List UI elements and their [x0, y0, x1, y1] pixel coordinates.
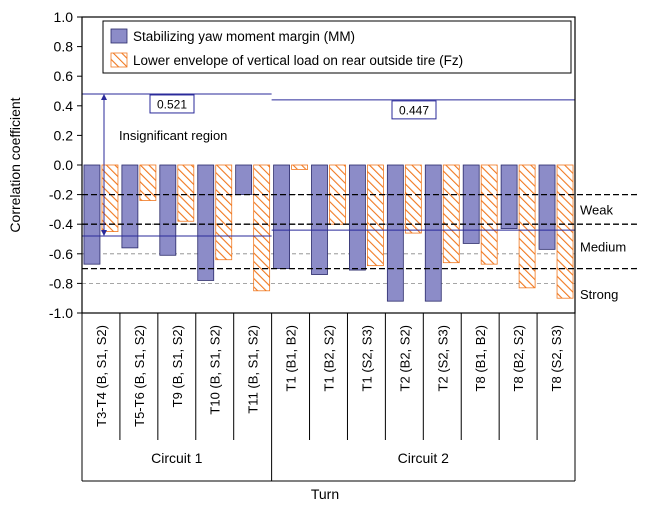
- bar-fz: [442, 164, 460, 264]
- threshold-value-box: [149, 94, 195, 114]
- category-label: T3-T4 (B, S1, S2): [94, 325, 109, 427]
- threshold-value-label: 0.521: [157, 97, 187, 111]
- bar-mm: [121, 164, 139, 249]
- y-tick-label: -0.2: [49, 187, 73, 203]
- legend-swatch: [110, 28, 128, 44]
- medium-label: Medium: [580, 239, 626, 254]
- bars: [83, 164, 574, 302]
- bar-mm: [235, 164, 253, 196]
- legend-label: Lower envelope of vertical load on rear …: [133, 53, 463, 68]
- bar-fz: [480, 164, 498, 265]
- bar-mm: [349, 164, 366, 271]
- category-label: T8 (B1, B2): [473, 325, 488, 391]
- threshold-value-box: [391, 100, 437, 120]
- bar-fz: [177, 164, 195, 222]
- category-label: T11 (B, S1, S2): [246, 325, 261, 414]
- y-tick-label: -0.6: [49, 246, 73, 262]
- bar-mm: [311, 164, 328, 275]
- bar-mm: [386, 164, 404, 302]
- bar-mm: [500, 164, 518, 230]
- bar-fz: [253, 164, 271, 292]
- category-label: T8 (B2, S2): [511, 325, 526, 391]
- y-tick-label: -1.0: [49, 305, 73, 321]
- bar-mm: [538, 164, 556, 250]
- threshold-value-label: 0.447: [399, 103, 429, 117]
- bar-fz: [291, 164, 308, 170]
- y-tick-label: -0.4: [49, 216, 73, 232]
- strong-label: Strong: [580, 287, 618, 302]
- bar-fz: [139, 164, 157, 201]
- bar-fz: [518, 164, 536, 289]
- legend-swatch: [110, 52, 128, 68]
- legend-box: [102, 20, 572, 74]
- y-tick-label: 0.0: [54, 157, 74, 173]
- bar-fz: [215, 164, 233, 261]
- bar-mm: [424, 164, 442, 302]
- legend-label: Stabilizing yaw moment margin (MM): [133, 29, 355, 44]
- y-tick-label: 0.2: [54, 127, 74, 143]
- category-label: T10 (B, S1, S2): [208, 325, 223, 415]
- category-label: T1 (B2, S2): [322, 325, 337, 391]
- bar-mm: [273, 164, 290, 269]
- threshold-lines: 0.521 0.447 Insignificant region: [82, 93, 575, 237]
- category-label: T9 (B, S1, S2): [170, 325, 185, 407]
- y-tick-label: 1.0: [54, 9, 74, 25]
- bar-mm: [462, 164, 480, 244]
- insignificant-region-label: Insignificant region: [119, 128, 227, 143]
- band-lines: Weak Medium Strong: [82, 193, 640, 302]
- category-label: T8 (S2, S3): [549, 325, 564, 391]
- category-label: T2 (S2, S3): [435, 325, 450, 391]
- y-axis: 1.0 0.8 0.6 0.4 0.2 0.0 -0.2 -0.4 -0.6 -0.8 -1.0: [49, 9, 576, 321]
- category-label: T1 (B1, B2): [284, 325, 299, 391]
- category-table: T3-T4 (B, S1, S2) T5-T6 (B, S1, S2) T9 (B,…: [81, 313, 576, 482]
- bar-fz: [404, 164, 422, 234]
- y-tick-label: -0.8: [49, 275, 73, 291]
- category-label: T5-T6 (B, S1, S2): [132, 325, 147, 427]
- category-label: T2 (B2, S2): [397, 325, 412, 391]
- bar-fz: [367, 164, 384, 267]
- y-tick-label: 0.8: [54, 39, 74, 55]
- y-axis-label: Correlation coefficient: [7, 97, 23, 232]
- y-tick-label: 0.4: [54, 98, 74, 114]
- bar-mm: [197, 164, 215, 281]
- weak-label: Weak: [580, 202, 613, 217]
- bar-mm: [83, 164, 101, 265]
- y-tick-label: 0.6: [54, 68, 74, 84]
- bar-fz: [556, 164, 574, 299]
- legend: Stabilizing yaw moment margin (MM) Lower …: [102, 20, 572, 74]
- x-axis-label: Turn: [311, 486, 339, 502]
- bar-mm: [159, 164, 177, 256]
- category-label: T1 (S2, S3): [359, 325, 374, 391]
- group-label: Circuit 2: [398, 450, 450, 466]
- group-label: Circuit 1: [151, 450, 203, 466]
